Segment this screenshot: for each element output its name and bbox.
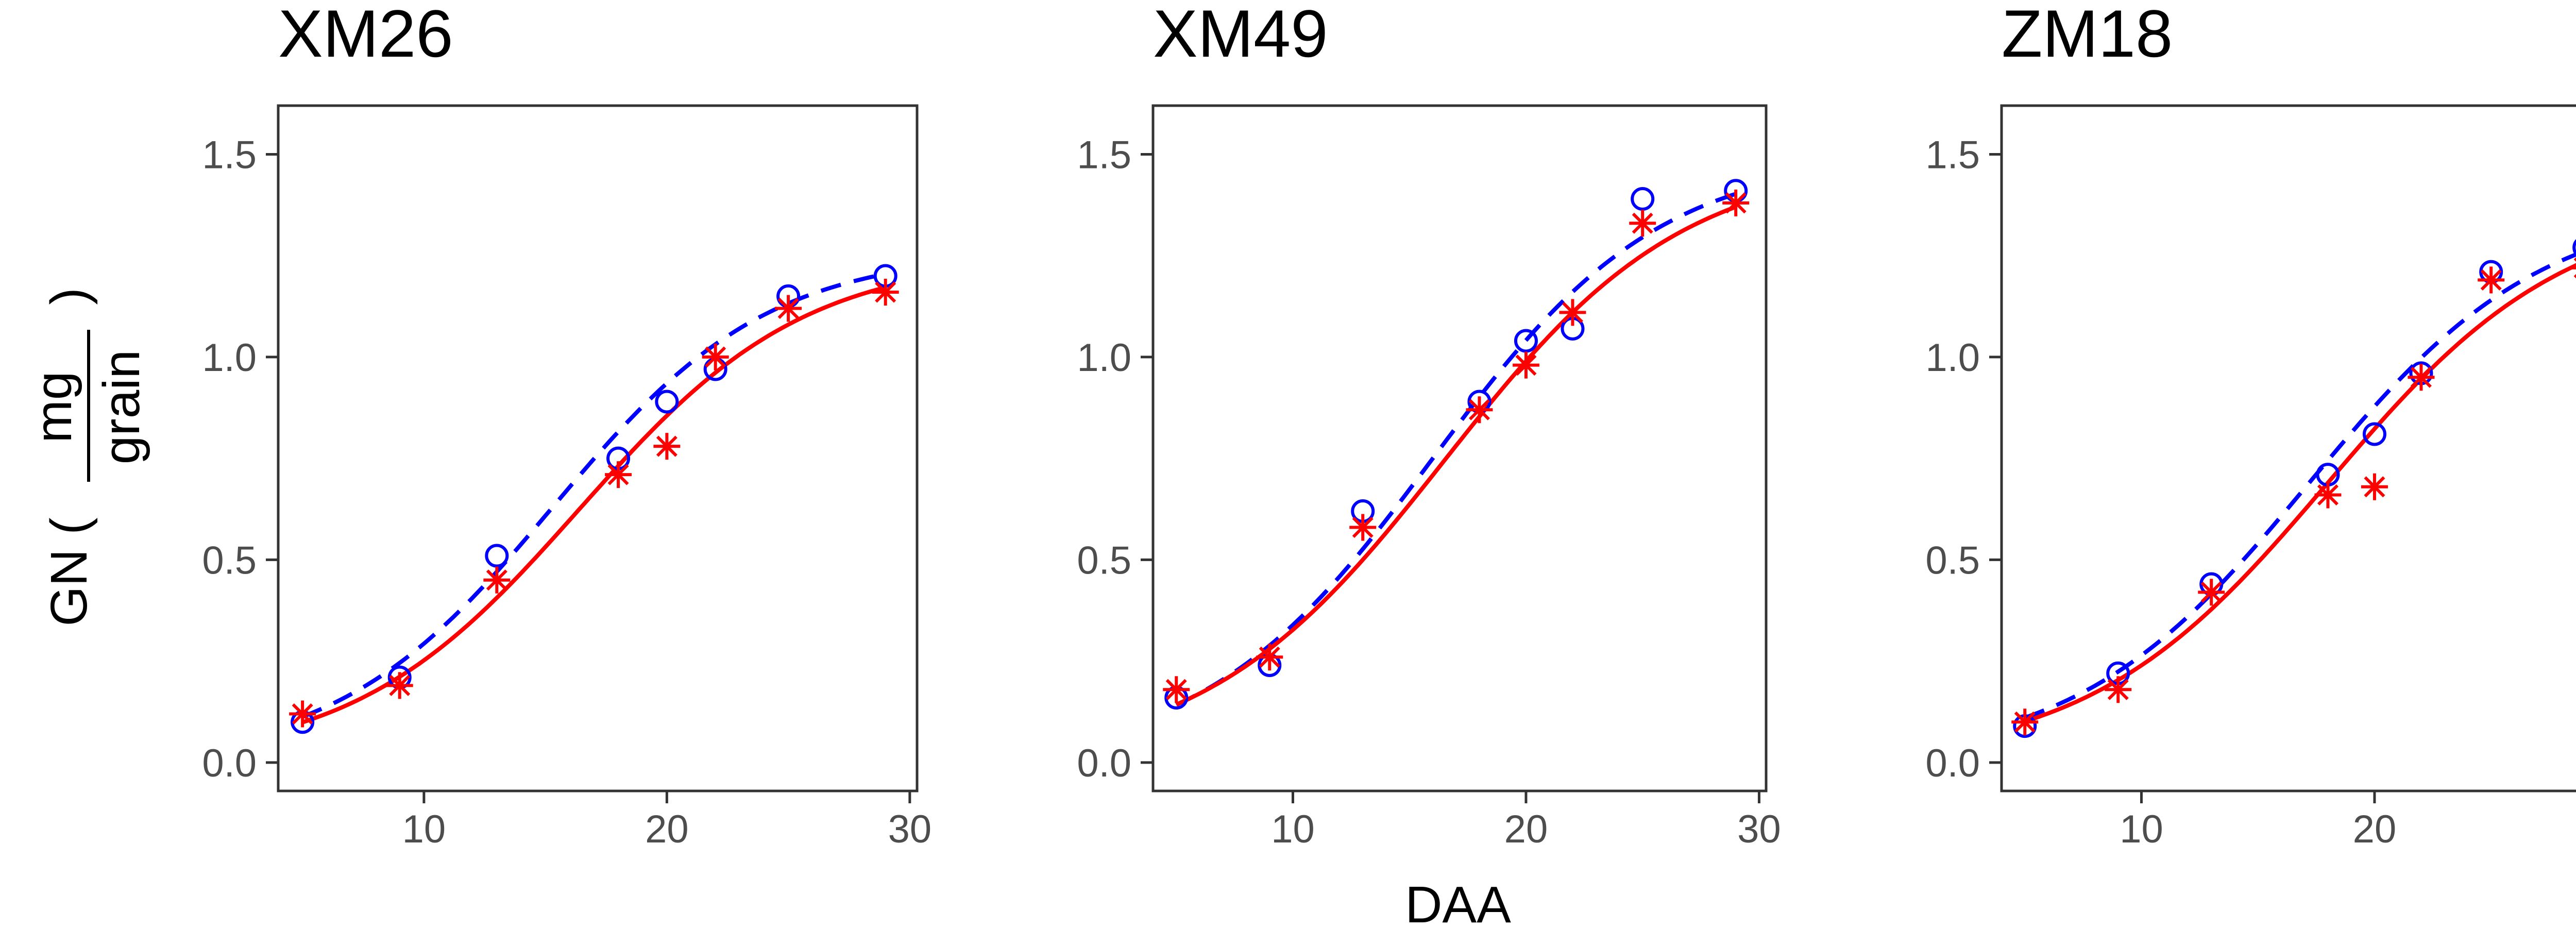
panel-xm26: XM26 0.0 0.5 1.0 1.5 10 20 30 [202, 0, 931, 851]
x-tick-label: 10 [2120, 807, 2163, 851]
y-axis-title-numerator: mg [25, 372, 82, 443]
panel-frame [277, 104, 919, 792]
asterisk-point [2105, 676, 2132, 703]
y-tick-label: 0.5 [1925, 538, 1980, 582]
asterisk-point [2408, 364, 2435, 391]
solid-fit-line [2024, 263, 2576, 723]
y-axis-title-denominator: grain [93, 350, 150, 464]
asterisk-point [483, 566, 511, 594]
asterisk-point [1559, 299, 1586, 326]
asterisk-point [1466, 396, 1493, 424]
y-tick-label: 1.5 [1925, 133, 1980, 177]
panel-title: XM49 [1153, 0, 1328, 71]
x-tick-label: 20 [2353, 807, 2397, 851]
y-tick-label: 1.0 [202, 336, 257, 380]
panel-title: XM26 [278, 0, 453, 71]
asterisk-point [289, 700, 316, 728]
circle-point [655, 390, 679, 414]
x-axis-title: DAA [1405, 876, 1511, 928]
circle-point [1631, 187, 1655, 211]
circle-point [2572, 239, 2576, 256]
dashed-fit-line [2024, 252, 2576, 720]
asterisk-point [1349, 514, 1377, 541]
asterisk-point [653, 433, 681, 460]
panel-title: ZM18 [2002, 0, 2173, 71]
asterisk-point [872, 279, 899, 306]
y-axis-title-suffix: ) [40, 288, 98, 305]
asterisk-point [386, 672, 413, 699]
solid-fit-line [301, 285, 886, 724]
asterisk-point [2314, 481, 2342, 509]
asterisk-point [702, 343, 729, 370]
circle-point [485, 544, 509, 568]
asterisk-point [1163, 676, 1190, 703]
x-tick-label: 20 [645, 807, 689, 851]
asterisk-point [2571, 257, 2576, 279]
x-tick-label: 10 [402, 807, 446, 851]
y-tick-label: 0.5 [202, 538, 257, 582]
asterisk-point [775, 295, 802, 322]
dashed-fit-line [301, 272, 886, 719]
y-axis-title-prefix: GN ( [40, 517, 98, 626]
asterisk-point [2011, 708, 2039, 736]
asterisk-point [2198, 579, 2225, 606]
panels: XM26 0.0 0.5 1.0 1.5 10 20 30 XM49 0.0 0.5 1.0 1.5 10… [202, 0, 2576, 851]
dashed-fit-line [1175, 192, 1737, 707]
panel-frame [1151, 104, 1768, 792]
asterisk-point [1629, 210, 1656, 237]
y-tick-label: 0.0 [1077, 741, 1131, 785]
asterisk-point [2361, 473, 2388, 500]
y-tick-label: 1.5 [202, 133, 257, 177]
x-tick-label: 20 [1504, 807, 1548, 851]
panel-xm49: XM49 0.0 0.5 1.0 1.5 10 20 30 [1077, 0, 1781, 851]
circle-point [1514, 329, 1538, 353]
panel-frame [2000, 104, 2576, 792]
asterisk-point [1512, 351, 1539, 379]
y-tick-label: 0.0 [202, 741, 257, 785]
y-axis-title: GN ( mg grain ) [25, 288, 150, 626]
x-tick-label: 30 [1737, 807, 1781, 851]
x-tick-label: 30 [888, 807, 932, 851]
y-tick-label: 1.5 [1077, 133, 1131, 177]
x-tick-label: 10 [1271, 807, 1315, 851]
asterisk-point [1256, 644, 1283, 671]
y-tick-label: 0.5 [1077, 538, 1131, 582]
asterisk-point [2478, 266, 2505, 294]
y-tick-label: 1.0 [1925, 336, 1980, 380]
solid-fit-line [1175, 205, 1737, 706]
asterisk-point [605, 461, 632, 488]
circle-point [2362, 422, 2386, 446]
y-tick-label: 0.0 [1925, 741, 1980, 785]
y-tick-label: 1.0 [1077, 336, 1131, 380]
asterisk-point [1722, 189, 1750, 216]
